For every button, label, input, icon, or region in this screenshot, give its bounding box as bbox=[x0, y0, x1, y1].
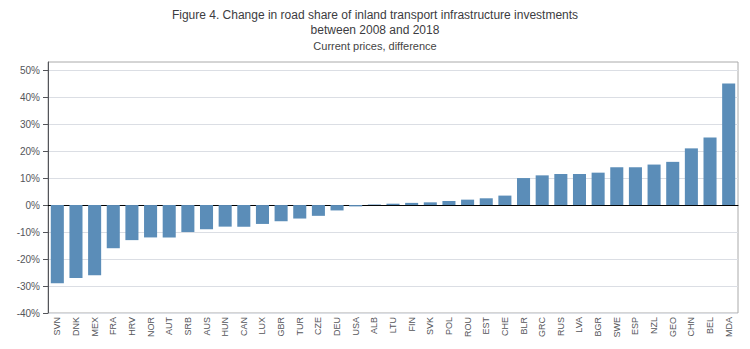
svg-text:40%: 40% bbox=[20, 92, 40, 103]
svg-text:USA: USA bbox=[351, 317, 361, 336]
svg-text:-30%: -30% bbox=[17, 281, 40, 292]
svg-text:NZL: NZL bbox=[649, 317, 659, 334]
svg-text:RUS: RUS bbox=[556, 317, 566, 336]
svg-text:HUN: HUN bbox=[220, 317, 230, 337]
svg-text:DEU: DEU bbox=[332, 317, 342, 336]
svg-text:CAN: CAN bbox=[239, 317, 249, 336]
svg-text:GRC: GRC bbox=[537, 317, 547, 338]
svg-text:BEL: BEL bbox=[705, 317, 715, 334]
svg-text:MEX: MEX bbox=[90, 317, 100, 337]
svg-text:CZE: CZE bbox=[313, 317, 323, 335]
svg-text:LUX: LUX bbox=[257, 317, 267, 335]
svg-text:EST: EST bbox=[481, 317, 491, 335]
svg-text:BGR: BGR bbox=[593, 317, 603, 337]
svg-text:Figure 4. Change in road share: Figure 4. Change in road share of inland… bbox=[172, 8, 578, 22]
svg-text:Current prices, difference: Current prices, difference bbox=[313, 40, 436, 52]
svg-text:NOR: NOR bbox=[146, 317, 156, 338]
svg-text:DNK: DNK bbox=[71, 317, 81, 336]
svg-text:FRA: FRA bbox=[108, 317, 118, 335]
svg-text:-40%: -40% bbox=[17, 308, 40, 319]
svg-text:20%: 20% bbox=[20, 146, 40, 157]
svg-text:30%: 30% bbox=[20, 119, 40, 130]
svg-text:between 2008 and 2018: between 2008 and 2018 bbox=[311, 23, 440, 37]
svg-text:MDA: MDA bbox=[724, 317, 734, 337]
svg-text:SRB: SRB bbox=[183, 317, 193, 336]
svg-text:CHE: CHE bbox=[500, 317, 510, 336]
svg-text:ESP: ESP bbox=[630, 317, 640, 335]
svg-text:FIN: FIN bbox=[407, 317, 417, 332]
svg-text:50%: 50% bbox=[20, 65, 40, 76]
svg-text:0%: 0% bbox=[26, 200, 41, 211]
svg-text:TUR: TUR bbox=[295, 317, 305, 336]
svg-text:SVK: SVK bbox=[425, 317, 435, 335]
svg-text:CHN: CHN bbox=[686, 317, 696, 337]
svg-text:-10%: -10% bbox=[17, 227, 40, 238]
svg-text:GBR: GBR bbox=[276, 317, 286, 337]
svg-text:HRV: HRV bbox=[127, 317, 137, 336]
svg-text:AUS: AUS bbox=[202, 317, 212, 336]
svg-text:SVN: SVN bbox=[52, 317, 62, 336]
svg-text:BLR: BLR bbox=[519, 317, 529, 335]
svg-text:ALB: ALB bbox=[369, 317, 379, 334]
svg-text:LVA: LVA bbox=[574, 317, 584, 333]
svg-text:SWE: SWE bbox=[612, 317, 622, 338]
svg-text:10%: 10% bbox=[20, 173, 40, 184]
svg-text:LTU: LTU bbox=[388, 317, 398, 333]
svg-text:AUT: AUT bbox=[164, 316, 174, 335]
svg-text:ROU: ROU bbox=[463, 317, 473, 337]
svg-text:GEO: GEO bbox=[668, 317, 678, 337]
svg-text:-20%: -20% bbox=[17, 254, 40, 265]
svg-text:POL: POL bbox=[444, 317, 454, 335]
